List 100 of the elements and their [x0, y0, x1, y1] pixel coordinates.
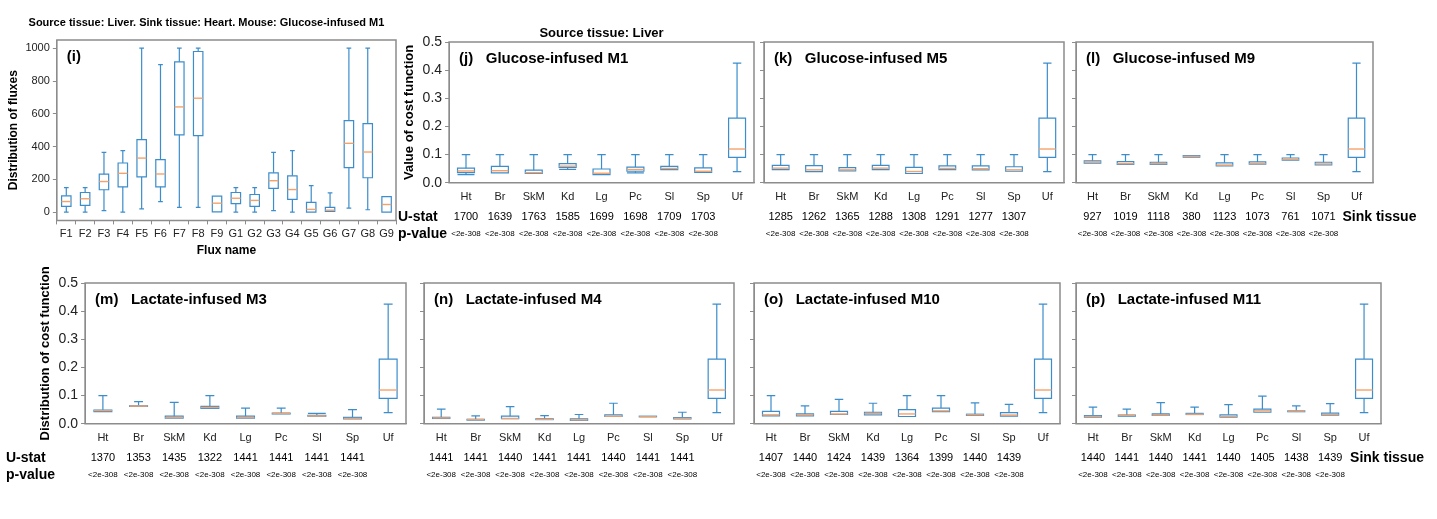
text: <2e-308: [1110, 229, 1141, 238]
text: <2e-308: [485, 229, 516, 238]
x-tick-label: G9: [379, 227, 394, 240]
x-tick-label: Kd: [203, 431, 217, 444]
text: <2e-308: [999, 229, 1030, 238]
text: 1441: [340, 450, 365, 463]
y-tick-label: 0.0: [58, 414, 79, 431]
x-tick-label: Uf: [1358, 431, 1371, 444]
x-tick-label: Sp: [1002, 431, 1016, 444]
text: <2e-308: [765, 229, 796, 238]
x-tick-label: Ht: [435, 431, 447, 444]
x-tick-label: Ht: [1087, 190, 1098, 203]
x-tick-label: Lg: [572, 431, 586, 444]
x-tick-label: Kd: [866, 431, 880, 444]
text: 1709: [657, 209, 682, 222]
x-tick-label: F2: [78, 227, 92, 240]
text: (p) Lactate-infused M11: [1086, 290, 1262, 308]
text: 1262: [801, 209, 827, 222]
text: <2e-308: [667, 470, 698, 479]
x-tick-label: Sp: [1323, 431, 1337, 444]
text: <2e-308: [1077, 229, 1108, 238]
y-tick-label: 1000: [25, 41, 50, 54]
text: <2e-308: [1315, 470, 1346, 479]
text: 1698: [623, 209, 648, 222]
text: 1435: [161, 450, 187, 463]
text: 1071: [1311, 209, 1336, 222]
x-tick-label: Ht: [775, 190, 787, 203]
text: <2e-308: [586, 229, 617, 238]
text: <2e-308: [1143, 229, 1174, 238]
text: U-stat: [6, 448, 47, 465]
x-tick-label: Uf: [1037, 431, 1050, 444]
text: 1307: [1001, 209, 1027, 222]
text: 1399: [928, 450, 954, 463]
text: <2e-308: [965, 229, 996, 238]
text: <2e-308: [451, 229, 482, 238]
x-tick-label: G6: [322, 227, 338, 240]
text: <2e-308: [824, 470, 855, 479]
text: 1405: [1250, 450, 1275, 463]
x-tick-label: Lg: [239, 431, 252, 444]
x-tick-label: Sl: [311, 431, 322, 444]
x-tick-label: Uf: [1041, 190, 1054, 203]
text: 1440: [1216, 450, 1241, 463]
text: (j) Glucose-infused M1: [459, 49, 629, 67]
x-tick-label: Kd: [1184, 190, 1199, 203]
text: <2e-308: [159, 470, 190, 479]
text: <2e-308: [892, 470, 923, 479]
text: 1441: [670, 450, 695, 463]
x-tick-label: G7: [341, 227, 357, 240]
text: <2e-308: [460, 470, 491, 479]
text: <2e-308: [529, 470, 560, 479]
x-tick-label: Br: [470, 431, 482, 444]
x-tick-label: Pc: [1251, 190, 1265, 203]
text: <2e-308: [88, 470, 119, 479]
text: 1118: [1147, 209, 1170, 222]
x-tick-label: Sp: [1316, 190, 1331, 203]
text: 1440: [1148, 450, 1173, 463]
text: <2e-308: [858, 470, 889, 479]
y-tick-label: 0.4: [422, 61, 443, 78]
text: 380: [1182, 209, 1201, 222]
x-tick-label: Ht: [97, 431, 109, 444]
text: <2e-308: [790, 470, 821, 479]
text: 1703: [690, 209, 716, 222]
text: 1441: [463, 450, 488, 463]
x-tick-label: G5: [303, 227, 319, 240]
x-tick-label: Ht: [1087, 431, 1099, 444]
text: U-stat: [398, 207, 439, 224]
y-tick-label: 0.4: [58, 302, 79, 319]
text: <2e-308: [899, 229, 930, 238]
text: 1441: [635, 450, 661, 463]
chart-title: Source tissue: Liver: [539, 25, 664, 41]
text: 1438: [1284, 450, 1309, 463]
text: 1440: [497, 450, 523, 463]
x-tick-label: Kd: [560, 190, 575, 203]
x-tick-label: Lg: [1222, 431, 1235, 444]
x-axis-title: Flux name: [196, 243, 257, 258]
y-axis-title: Distribution of fluxes: [5, 69, 20, 191]
x-tick-label: Sl: [1291, 431, 1302, 444]
text: 1073: [1245, 209, 1270, 222]
x-tick-label: F5: [135, 227, 149, 240]
text: <2e-308: [756, 470, 787, 479]
text: 1440: [962, 450, 988, 463]
x-tick-label: Sp: [1007, 190, 1021, 203]
text: 1441: [1182, 450, 1207, 463]
x-tick-label: SkM: [522, 190, 545, 203]
text: <2e-308: [1275, 229, 1306, 238]
text: 1277: [968, 209, 993, 222]
x-tick-label: Pc: [607, 431, 621, 444]
x-tick-label: G2: [247, 227, 263, 240]
y-axis-title: Distribution of cost function: [37, 266, 53, 441]
x-tick-label: Pc: [940, 190, 955, 203]
x-tick-label: Sl: [975, 190, 986, 203]
text: <2e-308: [426, 470, 457, 479]
x-tick-label: F1: [59, 227, 73, 240]
x-tick-label: Pc: [628, 190, 643, 203]
y-tick-label: 0.2: [58, 358, 79, 375]
x-tick-label: Sl: [643, 431, 653, 444]
text: <2e-308: [195, 470, 226, 479]
x-tick-label: Br: [1120, 190, 1132, 203]
text: <2e-308: [932, 229, 963, 238]
text: <2e-308: [337, 470, 368, 479]
